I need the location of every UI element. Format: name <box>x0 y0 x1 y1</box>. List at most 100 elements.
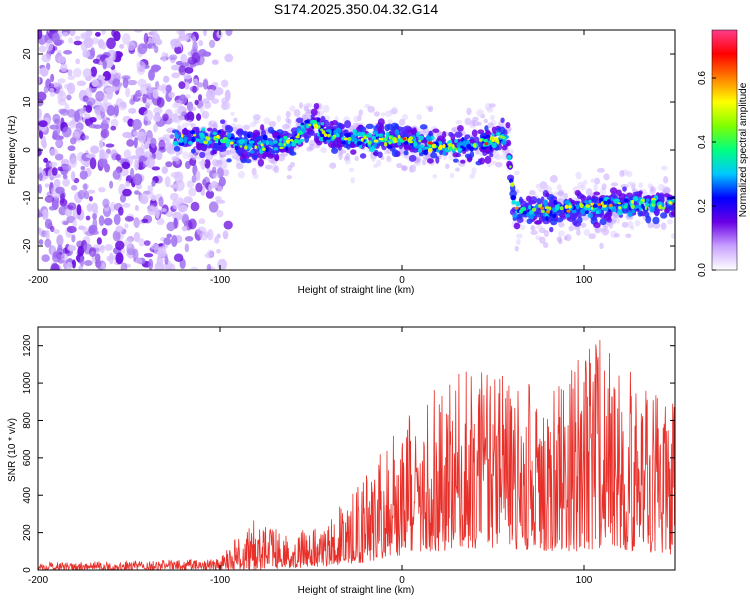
spectrogram-signal-cell <box>545 192 550 197</box>
spectrogram-signal-cell <box>403 150 409 156</box>
spectrogram-signal-cell <box>603 173 610 181</box>
spectrogram-signal-cell <box>580 222 587 228</box>
spectrogram-signal-cell <box>425 135 429 140</box>
spectrogram-signal-cell <box>618 193 627 201</box>
spectrogram-signal-cell <box>490 114 495 121</box>
snr-y-tick-label: 1000 <box>22 372 33 395</box>
spectrogram-noise-cell <box>208 201 219 213</box>
spectrogram-signal-cell <box>519 224 526 230</box>
spectrogram-y-axis-label: Frequency (Hz) <box>7 116 18 185</box>
spectrogram-noise-cell <box>156 85 165 91</box>
spectrogram-signal-cell <box>372 151 379 156</box>
spectrogram-signal-cell <box>564 233 572 242</box>
spectrogram-signal-cell <box>285 145 289 152</box>
spectrogram-signal-cell <box>557 230 566 237</box>
spectrogram-noise-cell <box>67 145 76 152</box>
spectrogram-signal-cell <box>318 136 324 142</box>
spectrogram-signal-cell <box>660 212 668 219</box>
spectrogram-noise-cell <box>38 108 42 119</box>
spectrogram-signal-cell <box>197 160 206 165</box>
spectrogram-signal-cell <box>564 213 571 218</box>
spectrogram-signal-cell <box>555 209 563 216</box>
spectrogram-noise-cell <box>122 188 132 197</box>
spectrogram-noise-cell <box>205 89 216 101</box>
spectrogram-noise-cell <box>169 263 176 270</box>
spectrogram-noise-cell <box>202 79 209 90</box>
spectrogram-noise-cell <box>98 215 105 226</box>
spectrogram-noise-cell <box>43 85 49 94</box>
spectrogram-noise-cell <box>183 34 190 42</box>
spectrogram-noise-cell <box>62 174 68 180</box>
spectrogram-signal-cell <box>491 126 497 134</box>
spectrogram-signal-cell <box>366 132 373 138</box>
spectrogram-noise-cell <box>38 76 41 85</box>
spectrogram-signal-cell <box>615 217 621 224</box>
spectrogram-noise-cell <box>151 64 162 71</box>
spectrogram-noise-cell <box>105 143 115 148</box>
colorbar-tick-label: 0.2 <box>697 199 708 213</box>
spectrogram-noise-cell <box>38 30 43 40</box>
spectrogram-noise-cell <box>147 205 157 216</box>
spectrogram-noise-cell <box>120 248 126 255</box>
spectrogram-noise-cell <box>172 199 179 210</box>
spectrogram-signal-cell <box>545 215 549 221</box>
spectrogram-signal-cell <box>205 136 210 140</box>
spectrogram-signal-cell <box>469 173 476 179</box>
spectrogram-y-ticks: -20 -10 0 10 20 <box>22 48 675 253</box>
colorbar: 0.0 0.2 0.4 0.6 Normalized spectral amplitu… <box>697 29 749 277</box>
spectrogram-noise-cell <box>44 183 50 188</box>
spectrogram-signal-cell <box>574 189 581 197</box>
spectrogram-signal-cell <box>175 157 180 165</box>
spectrogram-noise-cell <box>119 43 125 49</box>
spectrogram-noise-cell <box>50 73 55 83</box>
spectrogram-noise-cell <box>69 137 77 145</box>
spectrogram-noise-cell <box>69 157 78 168</box>
snr-x-ticks: -200 -100 0 100 <box>28 327 593 586</box>
spectrogram-noise-cell <box>144 141 150 150</box>
colorbar-gradient <box>711 29 738 271</box>
spectrogram-signal-cell <box>511 199 517 205</box>
spectrogram-noise-cell <box>134 205 139 211</box>
snr-y-tick-label: 800 <box>22 412 33 429</box>
colorbar-tick-label: 0.6 <box>697 71 708 85</box>
spectrogram-signal-cell <box>397 134 401 139</box>
spectrogram-signal-cell <box>521 206 527 212</box>
colorbar-tick-label: 0.4 <box>697 135 708 149</box>
colorbar-tick-label: 0.0 <box>697 263 708 277</box>
spectrogram-signal-cell <box>213 143 219 149</box>
spectrogram-noise-cell <box>121 161 131 170</box>
spectrogram-signal-cell <box>509 189 517 198</box>
spectrogram-signal-cell <box>626 220 634 229</box>
spectrogram-signal-cell <box>552 213 557 219</box>
spectrogram-noise-cell <box>196 226 207 236</box>
spectrogram-signal-cell <box>623 205 628 209</box>
spectrogram-signal-cell <box>402 114 409 121</box>
spectrogram-signal-cell <box>466 107 472 116</box>
snr-x-tick-label: 100 <box>576 575 593 586</box>
spectrogram-signal-cell <box>568 225 575 232</box>
spectrogram-signal-cell <box>232 153 239 160</box>
spectrogram-noise-cell <box>150 137 157 149</box>
spectrogram-signal-cell <box>454 167 460 172</box>
spectrogram-noise-cell <box>57 78 66 84</box>
spectrogram-noise-cell <box>115 225 124 233</box>
spectrogram-signal-cell <box>610 197 614 202</box>
spectrogram-signal-cell <box>273 147 279 151</box>
spectrogram-noise-cell <box>147 184 154 192</box>
spectrogram-signal-cell <box>273 165 280 174</box>
spectrogram-noise-cell <box>115 154 122 161</box>
spectrogram-noise-cell <box>124 223 129 229</box>
spectrogram-signal-cell <box>242 124 251 131</box>
spectrogram-noise-cell <box>135 257 143 265</box>
spectrogram-signal-cell <box>647 222 654 229</box>
spectrogram-noise-cell <box>100 128 110 139</box>
spectrogram-noise-cell <box>49 87 55 94</box>
spectrogram-noise-cell <box>121 75 131 80</box>
spectrogram-signal-cell <box>554 204 561 210</box>
spectrogram-signal-cell <box>216 159 223 165</box>
spectrogram-signal-cell <box>649 190 655 196</box>
spectrogram-signal-cell <box>644 205 648 211</box>
spectrogram-noise-cell <box>74 35 81 40</box>
spectrogram-noise-cell <box>102 94 108 106</box>
spectrogram-signal-cell <box>637 209 643 217</box>
